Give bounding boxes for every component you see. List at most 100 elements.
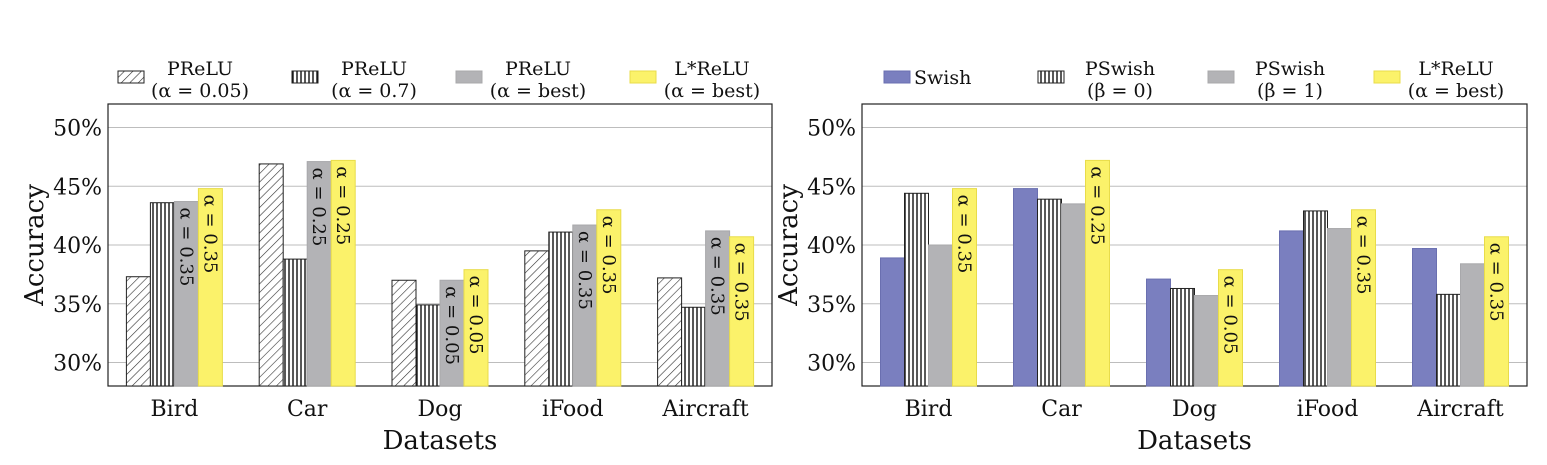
y-tick-label: 50% (53, 117, 102, 142)
bar (1436, 293, 1461, 387)
bar (1061, 203, 1086, 387)
bar (415, 304, 441, 387)
bar (1194, 295, 1219, 387)
y-axis-title: Accuracy (774, 184, 804, 307)
bar (572, 224, 598, 387)
y-tick-label: 45% (807, 175, 856, 200)
y-axis-title: Accuracy (20, 184, 50, 307)
bar-data-label: α = 0.25 (332, 166, 353, 245)
bar (548, 231, 574, 387)
legend-swatch (291, 70, 319, 84)
bar (1351, 209, 1376, 387)
bar (952, 188, 977, 387)
legend-label: PSwish (1255, 58, 1325, 80)
x-tick-label: iFood (1297, 397, 1359, 422)
legend-label: PReLU (167, 58, 233, 80)
bar (1037, 198, 1062, 387)
bar (928, 244, 953, 387)
bar-data-label: α = 0.05 (1220, 276, 1241, 355)
legend-sublabel: (β = 1) (1257, 80, 1323, 102)
x-tick-label: Bird (905, 397, 953, 422)
x-tick-label: Dog (418, 397, 463, 422)
x-tick-label: Dog (1172, 397, 1217, 422)
y-tick-label: 35% (53, 293, 102, 318)
x-tick-label: Car (287, 397, 328, 422)
x-tick-label: iFood (542, 397, 604, 422)
x-axis-title: Datasets (1137, 426, 1252, 456)
bar-data-label: α = 0.35 (1353, 216, 1374, 295)
bar (282, 258, 308, 387)
x-tick-label: Car (1041, 397, 1082, 422)
x-tick-label: Aircraft (661, 397, 749, 422)
x-axis-title: Datasets (383, 426, 498, 456)
bar (1146, 278, 1171, 387)
bar-data-label: α = 0.35 (731, 243, 752, 322)
bar-data-label: α = 0.25 (308, 168, 329, 247)
bar (1013, 188, 1038, 387)
bar (705, 230, 731, 387)
bar (439, 279, 465, 387)
bar (681, 306, 707, 387)
bar (125, 276, 151, 387)
bar (258, 163, 284, 387)
bar (657, 277, 683, 387)
bar (1303, 210, 1328, 387)
bar-data-label: α = 0.35 (175, 208, 196, 287)
legend-swatch (1037, 70, 1065, 84)
x-tick-label: Aircraft (1416, 397, 1504, 422)
bar (1412, 248, 1437, 387)
bar-data-label: α = 0.35 (199, 195, 220, 274)
legend-swatch (117, 70, 145, 84)
bar (596, 209, 622, 387)
bar (1484, 236, 1509, 387)
y-tick-label: 30% (807, 352, 856, 377)
bar (330, 159, 356, 387)
chart-swish: 30% 35% 40% 45% 50% α = 0.35 Bird α = 0.25 Car α … (774, 58, 1528, 456)
bar (1218, 269, 1243, 387)
legend-sublabel: (α = 0.05) (151, 80, 249, 102)
legend-label: PReLU (341, 58, 407, 80)
bar (729, 236, 755, 387)
y-tick-label: 40% (807, 234, 856, 259)
bar (173, 201, 199, 387)
legend-sublabel: (α = 0.7) (331, 80, 417, 102)
bar-data-label: α = 0.35 (707, 237, 728, 316)
legend-label: PReLU (505, 58, 571, 80)
x-tick-label: Bird (150, 397, 198, 422)
bar (1085, 159, 1110, 387)
legend-sublabel: (β = 0) (1087, 80, 1153, 102)
legend-swatch (1207, 70, 1235, 84)
legend-sublabel: (α = best) (490, 80, 586, 102)
legend-label: L*ReLU (674, 58, 749, 80)
legend-swatch (455, 70, 483, 84)
bar (1279, 230, 1304, 387)
bar (391, 279, 417, 387)
bar-data-label: α = 0.25 (1087, 166, 1108, 245)
bar (1460, 263, 1485, 387)
y-tick-label: 45% (53, 175, 102, 200)
y-tick-label: 35% (807, 293, 856, 318)
bar (524, 250, 550, 387)
bar (1327, 228, 1352, 387)
bar (197, 188, 223, 387)
legend-label: Swish (914, 67, 971, 89)
bar (1170, 287, 1195, 387)
bar-data-label: α = 0.35 (1486, 243, 1507, 322)
legend-label: PSwish (1085, 58, 1155, 80)
bar-data-label: α = 0.05 (441, 286, 462, 365)
bar-data-label: α = 0.05 (465, 276, 486, 355)
bar-data-label: α = 0.35 (954, 195, 975, 274)
bar (880, 257, 905, 387)
legend-swatch (1373, 70, 1401, 84)
legend-swatch (629, 70, 657, 84)
y-tick-label: 30% (53, 352, 102, 377)
bar-data-label: α = 0.35 (598, 216, 619, 295)
legend-sublabel: (α = best) (1408, 80, 1504, 102)
bar (306, 161, 332, 387)
bar-data-label: α = 0.35 (574, 231, 595, 310)
bar (149, 202, 175, 387)
legend-sublabel: (α = best) (664, 80, 760, 102)
legend-label: L*ReLU (1418, 58, 1493, 80)
